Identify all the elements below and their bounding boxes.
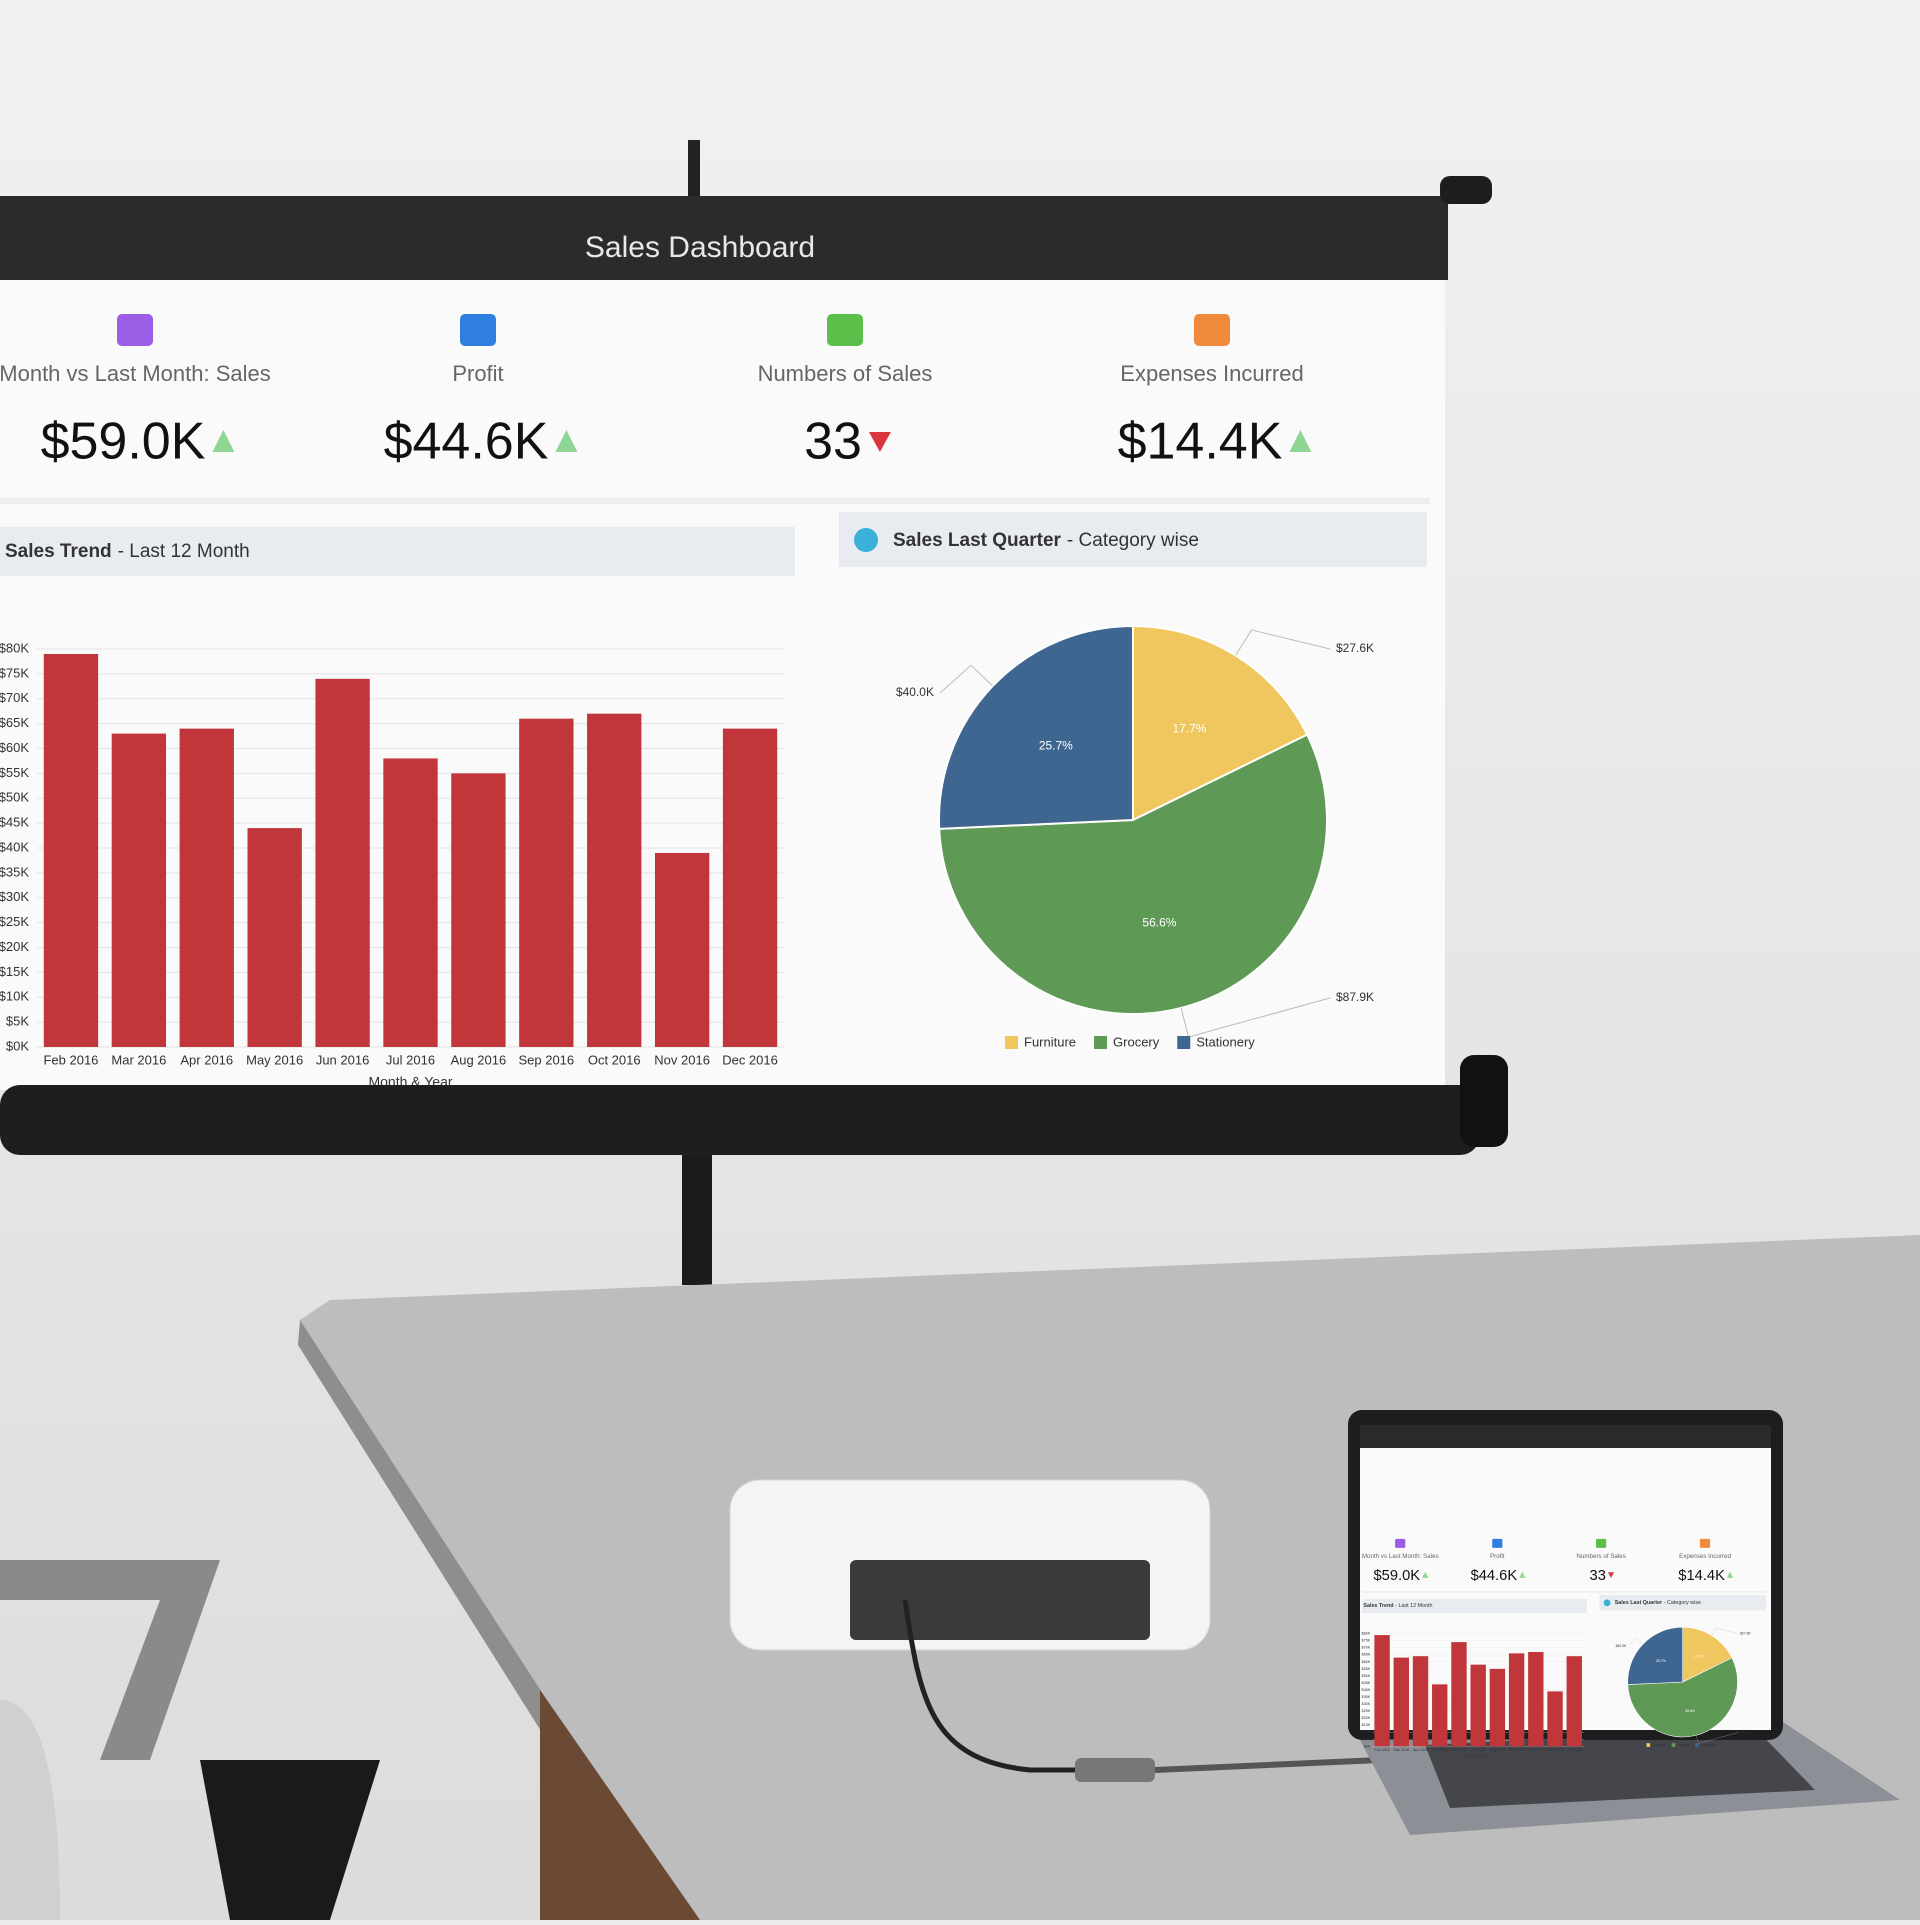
legend-label: Stationery [1196,1034,1255,1049]
y-tick-label: $50K [0,790,29,805]
chart-subtitle: - Category wise [1067,530,1199,551]
divider [0,498,1430,504]
y-tick-label: $75K [0,665,29,680]
kpi-icon [1194,314,1230,346]
kpi-label: Profit [452,361,503,386]
y-tick-label: $60K [0,740,29,755]
roller-end [1460,1055,1508,1147]
y-tick-label: $80K [0,640,29,655]
panel-header [0,527,795,576]
chair-back [0,1700,60,1920]
cable [1154,1757,1381,1773]
bar [587,713,642,1047]
value-label: $27.6K [1336,641,1374,655]
kpi-value: 33 [804,413,862,471]
kpi-trend [212,430,235,452]
bar [247,828,302,1047]
y-tick-label: $10K [0,989,29,1004]
kpi-label: Month vs Last Month: Sales [0,361,271,386]
leader-line [1235,629,1331,656]
x-tick-label: Apr 2016 [180,1052,233,1067]
roller-cap [1440,176,1492,204]
y-tick-label: $70K [0,690,29,705]
percent-label: 17.7% [1172,722,1206,736]
x-tick-label: Jun 2016 [316,1052,370,1067]
x-tick-label: Dec 2016 [722,1052,778,1067]
x-tick-label: Jul 2016 [386,1052,435,1067]
stand-top [688,140,700,200]
x-tick-label: May 2016 [246,1052,303,1067]
chart-subtitle: - Last 12 Month [118,541,250,562]
panel-header [839,512,1427,567]
y-tick-label: $15K [0,964,29,979]
table-leg [540,1690,700,1920]
x-tick-label: Mar 2016 [111,1052,166,1067]
kpi-icon [460,314,496,346]
dashboard: Month vs Last Month: Sales $59.0K Profit $4… [0,314,1430,1090]
panel-icon [854,528,878,552]
chart-title: Sales Last Quarter - Category wise [893,530,1199,551]
y-tick-label: $55K [0,765,29,780]
chair-seat [200,1760,380,1920]
bar [111,733,167,1047]
legend-swatch [1094,1036,1108,1049]
percent-label: 25.7% [1039,738,1073,752]
kpi-value: $59.0K [41,413,206,471]
bar [519,718,574,1047]
legend-label: Furniture [1024,1034,1076,1049]
dashboard-title: Sales Dashboard [585,231,815,264]
y-tick-label: $65K [0,715,29,730]
y-tick-label: $0K [6,1038,29,1053]
percent-label: 56.6% [1142,916,1176,930]
projector-ports [850,1560,1150,1640]
legend-label: Grocery [1113,1034,1160,1049]
x-tick-label: Feb 2016 [43,1052,98,1067]
x-tick-label: Nov 2016 [654,1052,710,1067]
kpi-label: Numbers of Sales [758,361,933,386]
screen-header [0,196,1448,280]
bottom-roller [0,1085,1480,1155]
bar [179,728,234,1047]
kpi-value: $14.4K [1118,413,1283,471]
bar [451,773,506,1047]
bar [654,852,710,1047]
kpi-trend [1289,430,1312,452]
leader-line [939,664,994,694]
bar [43,653,99,1047]
kpi-icon [827,314,863,346]
kpi-icon [117,314,153,346]
kpi-trend [555,430,578,452]
cable [902,1599,1080,1773]
y-tick-label: $30K [0,889,29,904]
legend-swatch [1177,1036,1191,1049]
kpi-label: Expenses Incurred [1120,361,1303,386]
pie-slice [1132,624,1309,822]
kpi-trend [868,432,891,452]
y-tick-label: $35K [0,864,29,879]
bar [722,728,778,1047]
value-label: $40.0K [896,685,934,699]
y-tick-label: $45K [0,815,29,830]
chart-title: Sales Last Quarter [893,530,1062,551]
chart-title: Sales Trend - Last 12 Month [5,541,250,562]
value-label: $87.9K [1336,990,1374,1004]
y-tick-label: $40K [0,839,29,854]
y-tick-label: $20K [0,939,29,954]
kpi-value: $44.6K [384,413,549,471]
y-tick-label: $25K [0,914,29,929]
y-tick-label: $5K [6,1014,29,1029]
chair-arm [0,1560,220,1760]
chart-title: Sales Trend [5,541,112,562]
x-tick-label: Aug 2016 [451,1052,507,1067]
x-tick-label: Sep 2016 [518,1052,574,1067]
bar [315,678,370,1047]
legend-swatch [1005,1036,1018,1049]
x-tick-label: Oct 2016 [588,1052,641,1067]
laptop-header [1360,1425,1771,1448]
stand-pole [682,1150,712,1285]
adapter [1075,1758,1155,1782]
bar [383,758,438,1047]
